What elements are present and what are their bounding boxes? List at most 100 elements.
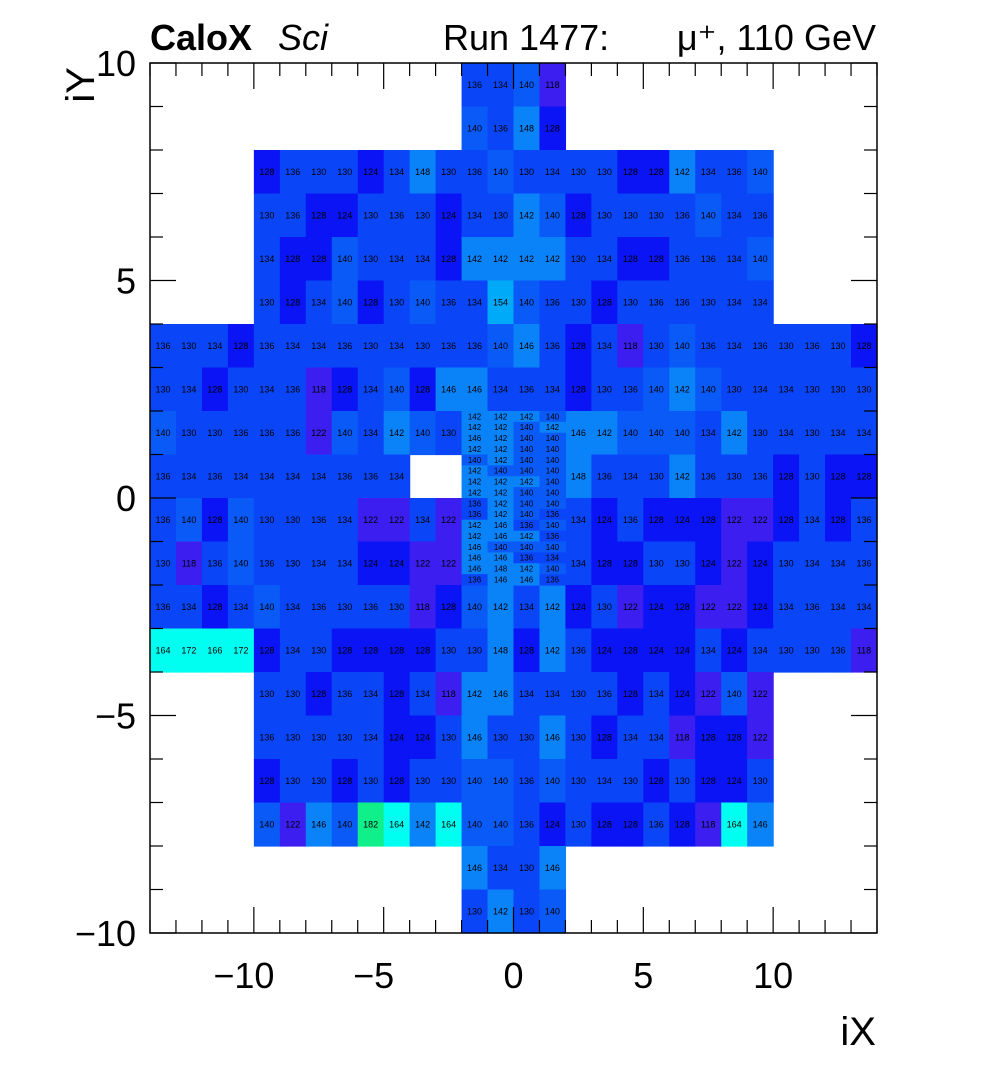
cell-value-label: 134 (181, 602, 196, 612)
cell-value-label: 142 (415, 819, 430, 829)
heatmap-cell (201, 324, 229, 369)
heatmap-cell (409, 237, 437, 282)
cell-value-label: 124 (597, 515, 612, 525)
cell-value-label: 134 (779, 428, 794, 438)
cell-value-label: 124 (545, 819, 560, 829)
heatmap-cell (643, 411, 670, 456)
heatmap-cell (695, 541, 722, 586)
cell-value-label: 122 (285, 819, 300, 829)
cell-value-label: 140 (727, 689, 742, 699)
heatmap-cell (617, 454, 644, 499)
heatmap-cell (305, 715, 333, 760)
heatmap-cell (539, 530, 567, 543)
cell-value-label: 140 (546, 412, 560, 421)
cell-value-label: 164 (727, 819, 742, 829)
cell-value-label: 134 (857, 428, 872, 438)
heatmap-cell (669, 585, 696, 630)
cell-value-label: 140 (623, 428, 638, 438)
heatmap-cell (383, 672, 411, 717)
heatmap-cell (513, 150, 541, 195)
heatmap-cell (357, 454, 385, 499)
cell-value-label: 134 (701, 167, 716, 177)
heatmap-cell (747, 759, 774, 804)
cell-value-label: 128 (623, 254, 638, 264)
heatmap-cell (357, 150, 385, 195)
cell-value-label: 118 (675, 732, 689, 742)
cell-value-label: 128 (207, 515, 222, 525)
heatmap-cell (669, 237, 696, 282)
heatmap-cell (539, 367, 567, 412)
heatmap-cell (851, 585, 878, 630)
cell-value-label: 118 (441, 689, 455, 699)
cell-value-label: 140 (259, 819, 274, 829)
cell-value-label: 134 (545, 167, 560, 177)
heatmap-cell (435, 237, 463, 282)
heatmap-cell (279, 628, 307, 673)
heatmap-cell (409, 193, 437, 238)
cell-value-label: 128 (545, 123, 560, 133)
heatmap-cell (565, 411, 592, 456)
cell-value-label: 136 (701, 341, 716, 351)
cell-value-label: 130 (181, 428, 196, 438)
heatmap-cell (799, 585, 826, 630)
cell-value-label: 134 (831, 558, 846, 568)
x-tick-label: 0 (503, 955, 523, 996)
cell-value-label: 130 (363, 254, 378, 264)
heatmap-cell (747, 628, 774, 673)
heatmap-cell (513, 454, 541, 466)
cell-value-label: 124 (727, 776, 742, 786)
heatmap-cell (461, 454, 489, 466)
heatmap-cell (305, 585, 333, 630)
cell-value-label: 128 (623, 645, 638, 655)
heatmap-cell (513, 498, 541, 510)
heatmap-cell (461, 672, 489, 717)
cell-value-label: 130 (363, 210, 378, 220)
cell-value-label: 136 (675, 210, 690, 220)
cell-value-label: 140 (546, 543, 560, 552)
cell-value-label: 142 (494, 412, 508, 421)
heatmap-cell (643, 759, 670, 804)
heatmap-cell (487, 487, 515, 499)
heatmap-cell (747, 367, 774, 412)
heatmap-cell (383, 367, 411, 412)
cell-value-label: 134 (649, 689, 664, 699)
cell-value-label: 130 (441, 645, 456, 655)
cell-value-label: 124 (649, 602, 664, 612)
cell-value-label: 130 (415, 341, 430, 351)
heatmap-cell (643, 280, 670, 325)
heatmap-cell (201, 454, 229, 499)
detector-label: Sci (278, 17, 329, 58)
heatmap-cell (435, 193, 463, 238)
heatmap-cell (669, 628, 696, 673)
heatmap-cell (435, 150, 463, 195)
cell-value-label: 134 (311, 558, 326, 568)
heatmap-cell (461, 715, 489, 760)
heatmap-cell (150, 628, 177, 673)
heatmap-cell (279, 324, 307, 369)
heatmap-cell (357, 367, 385, 412)
x-axis-label: iX (840, 1010, 876, 1054)
cell-value-label: 140 (415, 297, 430, 307)
cell-value-label: 134 (753, 384, 768, 394)
heatmap-cell (461, 628, 489, 673)
heatmap-cell (617, 237, 644, 282)
cell-value-label: 142 (519, 210, 534, 220)
heatmap-cell (565, 280, 592, 325)
heatmap-cell (435, 367, 463, 412)
y-axis-label: iY (59, 67, 103, 103)
heatmap-cell (825, 411, 852, 456)
heatmap-cell (617, 715, 644, 760)
cell-value-label: 128 (311, 689, 326, 699)
heatmap-cell (227, 324, 255, 369)
cell-value-label: 140 (519, 297, 534, 307)
cell-value-label: 140 (233, 515, 248, 525)
heatmap-cell (539, 476, 567, 488)
cell-value-label: 130 (337, 602, 352, 612)
heatmap-cell (565, 498, 592, 543)
cell-value-label: 118 (415, 602, 429, 612)
heatmap-cell (591, 193, 618, 238)
cell-value-label: 136 (520, 554, 534, 563)
heatmap-cell (331, 802, 359, 847)
cell-value-label: 136 (519, 384, 534, 394)
cell-value-label: 146 (467, 732, 482, 742)
